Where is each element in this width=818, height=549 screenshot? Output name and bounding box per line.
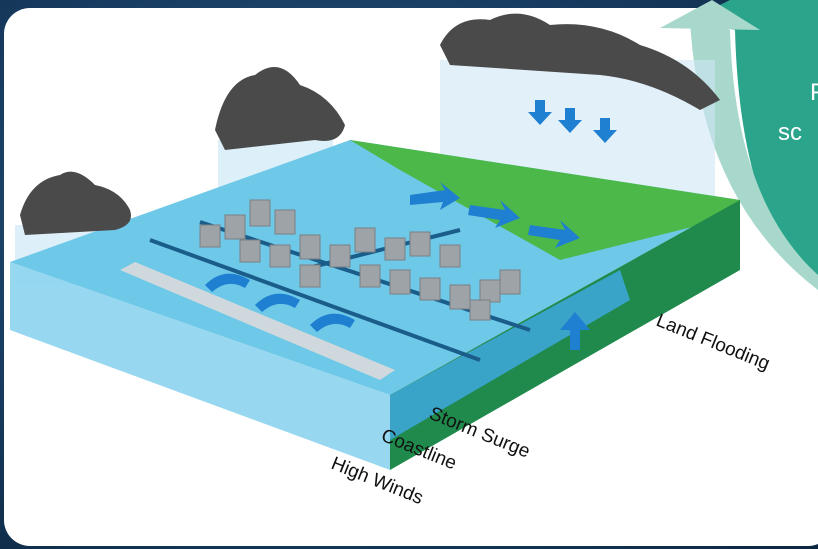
- water-front: [10, 262, 390, 470]
- callout-arrowhead: [660, 0, 760, 30]
- clouds: [20, 13, 720, 235]
- land-top: [350, 140, 740, 260]
- callout-arc: [690, 20, 818, 290]
- callout-line: sc: [778, 119, 802, 146]
- surge-side: [390, 270, 630, 440]
- callout-line: F: [810, 79, 818, 106]
- diagram-label: Land Flooding: [653, 310, 773, 375]
- buildings: [199, 199, 521, 321]
- callout-shape: [690, 0, 818, 290]
- flow-arrows: [205, 100, 617, 350]
- seawall: [120, 262, 395, 380]
